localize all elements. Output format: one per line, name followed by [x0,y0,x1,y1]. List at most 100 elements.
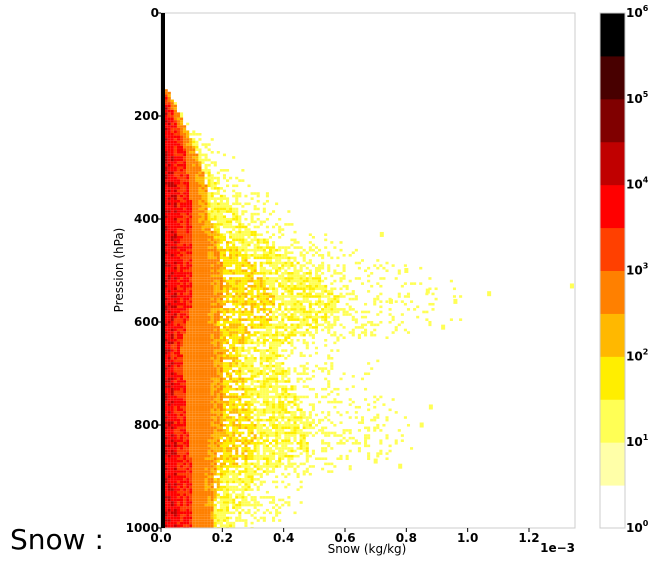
heatmap-cell [207,256,211,260]
heatmap-cell [278,331,282,334]
heatmap-cell [213,202,217,206]
heatmap-cell [213,398,217,401]
heatmap-cell [296,292,300,296]
heatmap-cell [176,236,181,239]
heatmap-cell [176,264,181,267]
heatmap-cell [241,364,245,368]
heatmap-cell [219,336,223,339]
heatmap-cell [189,217,193,221]
heatmap-cell [164,223,168,226]
heatmap-cell [189,447,193,450]
heatmap-cell [314,300,319,303]
heatmap-cell [241,439,245,442]
heatmap-cell [164,467,168,471]
heatmap-cell [406,423,411,427]
heatmap-cell [244,403,248,406]
heatmap-cell [268,454,273,458]
heatmap-cell [419,266,423,270]
heatmap-cell [265,465,269,468]
heatmap-cell [204,166,208,170]
heatmap-cell [201,295,205,298]
heatmap-cell [189,357,193,360]
heatmap-cell [238,261,242,265]
heatmap-cell [198,385,202,388]
heatmap-cell [201,359,205,363]
heatmap-cell [318,457,322,461]
heatmap-cell [278,326,282,329]
heatmap-cell [235,454,239,458]
heatmap-cell [192,274,196,278]
heatmap-cell [167,447,171,450]
heatmap-cell [173,176,177,180]
heatmap-cell [256,290,260,293]
heatmap-cell [238,282,242,285]
heatmap-cell [164,133,168,136]
heatmap-cell [204,277,208,280]
heatmap-cell [235,192,239,195]
heatmap-cell [259,426,263,430]
heatmap-cell [207,390,211,394]
heatmap-cell [247,359,251,363]
heatmap-cell [207,387,211,391]
heatmap-cell [192,457,196,461]
heatmap-cell [192,243,196,247]
heatmap-cell [186,398,190,401]
heatmap-cell [287,465,291,468]
heatmap-cell [278,225,282,229]
heatmap-cell [311,318,315,321]
heatmap-cell [321,367,325,370]
heatmap-cell [268,377,273,381]
heatmap-cell [201,259,205,262]
heatmap-cell [226,354,230,358]
heatmap-cell [235,403,239,406]
heatmap-cell [250,241,254,244]
heatmap-cell [170,272,174,275]
heatmap-cell [275,405,279,409]
heatmap-cell [262,344,266,347]
heatmap-cell [204,310,208,314]
heatmap-cell [367,426,371,430]
heatmap-cell [213,212,217,216]
heatmap-cell [180,398,184,401]
heatmap-cell [189,230,193,234]
heatmap-cell [235,387,239,391]
heatmap-cell [204,454,208,458]
heatmap-cell [397,269,401,273]
heatmap-cell [284,336,288,339]
heatmap-cell [186,261,190,265]
heatmap-cell [216,326,220,329]
heatmap-cell [186,462,190,466]
heatmap-cell [275,326,279,329]
heatmap-cell [216,465,220,468]
heatmap-cell [167,400,171,404]
heatmap-cell [232,248,236,252]
heatmap-cell [170,274,174,278]
heatmap-cell [296,377,300,381]
heatmap-cell [186,290,190,293]
heatmap-cell [164,442,168,445]
heatmap-cell [176,151,181,154]
heatmap-cell [216,320,220,324]
heatmap-cell [232,431,236,435]
heatmap-cell [241,264,245,267]
heatmap-cell [272,279,276,283]
heatmap-cell [195,210,199,213]
heatmap-cell [232,313,236,316]
heatmap-cell [176,174,181,177]
heatmap-cell [265,418,269,422]
heatmap-cell [287,223,291,226]
heatmap-cell [238,254,242,257]
heatmap-cell [201,326,205,329]
heatmap-cell [183,158,187,162]
heatmap-cell [201,467,205,471]
heatmap-cell [180,207,184,211]
heatmap-cell [275,318,279,321]
heatmap-cell [241,279,245,283]
heatmap-cell [198,287,202,291]
heatmap-cell [364,269,368,273]
heatmap-cell [281,264,285,267]
heatmap-cell [176,470,181,473]
heatmap-cell [210,279,214,283]
heatmap-cell [284,302,288,306]
heatmap-cell [180,138,184,141]
